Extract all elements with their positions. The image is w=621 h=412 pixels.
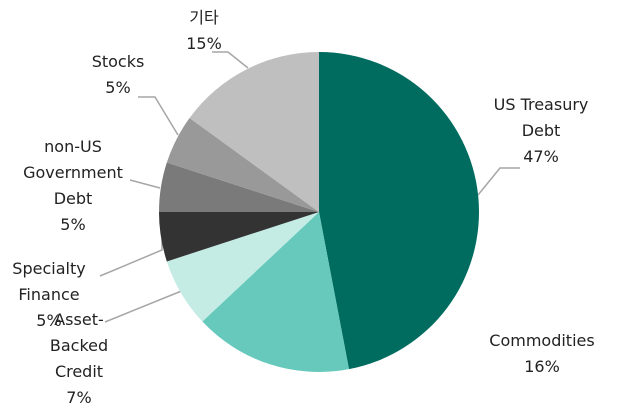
slice-label: 기타 15% [164, 5, 244, 57]
pie-slice [202, 212, 349, 372]
pie-slice [159, 162, 319, 212]
category-label: Specialty Finance [12, 259, 86, 304]
leader-line [138, 96, 179, 136]
slice-label: Commodities 16% [472, 328, 612, 380]
category-label: US Treasury Debt [493, 95, 589, 140]
value-label: 7% [66, 388, 92, 407]
value-label: 5% [60, 215, 86, 234]
value-label: 5% [105, 78, 131, 97]
category-label: Asset-Backed Credit [49, 310, 109, 381]
leader-line [129, 179, 161, 189]
leader-line [104, 289, 185, 323]
slice-label: Specialty Finance 5% [4, 256, 94, 334]
pie-slice [159, 212, 319, 262]
value-label: 16% [524, 357, 560, 376]
pie-slice [189, 52, 319, 212]
leader-line [477, 167, 520, 196]
value-label: 47% [523, 147, 559, 166]
pie-slice [166, 117, 319, 212]
category-label: Stocks [91, 52, 145, 71]
category-label: non-US Government Debt [23, 137, 123, 208]
category-label: 기타 [189, 8, 219, 27]
pie-slice [166, 212, 319, 322]
value-label: 5% [36, 311, 62, 330]
pie-slice [319, 52, 479, 370]
slice-label: US Treasury Debt 47% [481, 92, 601, 170]
slice-label: non-US Government Debt 5% [13, 134, 133, 238]
category-label: Commodities [489, 331, 595, 350]
slice-label: Stocks 5% [78, 49, 158, 101]
value-label: 15% [186, 34, 222, 53]
slice-label: Asset-Backed Credit 7% [36, 307, 122, 411]
leader-line [212, 51, 249, 69]
